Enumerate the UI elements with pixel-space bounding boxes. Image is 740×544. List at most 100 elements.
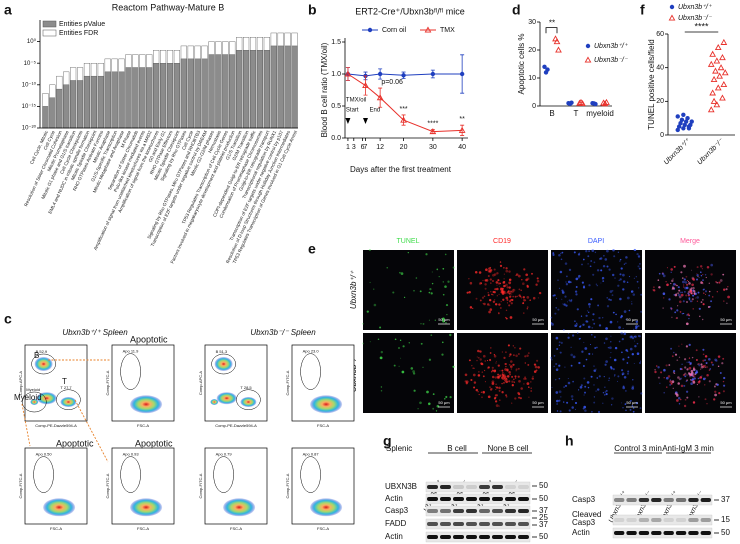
cell-signal [508, 300, 512, 303]
cell-signal [632, 293, 636, 296]
cell-signal [668, 298, 671, 301]
cell-signal [476, 359, 478, 362]
cell-signal [632, 379, 634, 381]
gate [31, 353, 56, 375]
cell-signal [582, 286, 586, 289]
error-bar [378, 87, 383, 108]
cell-signal [680, 271, 683, 274]
marker-label: 25 [539, 513, 548, 522]
cell-signal [496, 295, 498, 297]
cell-signal [431, 271, 433, 273]
cell-signal [503, 284, 507, 288]
cell-signal [420, 323, 422, 325]
cell-signal [495, 383, 497, 385]
cell-signal [677, 293, 681, 297]
cell-signal [690, 287, 693, 289]
y-axis-label: Apoptotic cells % [517, 34, 526, 95]
micrograph [551, 250, 642, 330]
band [688, 518, 699, 522]
cell-signal [505, 309, 508, 312]
cell-signal [524, 378, 527, 380]
band [453, 509, 464, 513]
cell-signal [518, 353, 520, 355]
cell-signal [609, 290, 613, 293]
cell-signal [612, 311, 615, 314]
y-tick-label: 10⁻²⁰ [22, 125, 37, 132]
annotation: **** [694, 21, 709, 31]
cell-signal [452, 266, 455, 269]
cell-signal [685, 286, 689, 290]
row-label: Actin [572, 528, 590, 537]
gate-label: Apo 23.0 [303, 349, 320, 354]
cell-signal [602, 278, 604, 280]
data-point [714, 84, 722, 91]
cell-signal [690, 379, 692, 381]
cell-signal [697, 275, 699, 277]
cell-signal [568, 268, 572, 272]
cell-signal [617, 375, 620, 378]
cell-signal [658, 272, 661, 275]
row-label: Actin [385, 532, 403, 541]
bar [222, 54, 229, 129]
cell-signal [686, 368, 689, 371]
cell-signal [683, 404, 687, 408]
x-tick-label: 7 [364, 144, 368, 151]
cell-density [214, 357, 233, 371]
gate-label: T 27.7 [60, 385, 72, 390]
cell-signal [585, 314, 588, 317]
cell-signal [633, 362, 635, 365]
cell-signal [567, 377, 569, 380]
cell-signal [434, 319, 436, 321]
row-label: UBXN3B [385, 482, 417, 491]
cell-signal [637, 325, 640, 327]
cell-signal [618, 340, 621, 343]
cell-signal [571, 334, 575, 337]
cell-signal [684, 372, 687, 375]
cell-signal [717, 365, 720, 368]
cell-signal [604, 258, 608, 261]
gate [211, 353, 236, 375]
arrow [345, 118, 351, 124]
cell-signal [603, 394, 606, 396]
cell-signal [524, 299, 527, 302]
cell-signal [672, 282, 676, 286]
cell-signal [522, 302, 525, 304]
cell-signal [515, 370, 517, 372]
cell-signal [517, 274, 521, 278]
cell-signal [580, 384, 583, 387]
cell-signal [602, 392, 605, 394]
cell-signal [678, 289, 681, 292]
micrograph [551, 333, 642, 413]
gate [213, 456, 234, 493]
cell-signal [570, 299, 573, 301]
cell-signal [625, 262, 627, 264]
cell-signal [505, 296, 509, 300]
cell-signal [492, 280, 494, 282]
cell-signal [681, 277, 684, 279]
cell-signal [611, 273, 615, 277]
group-label: Control 3 min [614, 444, 662, 453]
cell-density [310, 395, 343, 414]
cell-signal [604, 386, 606, 388]
y-tick-label: 0 [660, 132, 664, 139]
cell-signal [602, 317, 604, 319]
cell-signal [581, 350, 584, 353]
x-axis-label: FSC-A [317, 526, 329, 531]
cell-signal [428, 319, 430, 321]
cell-signal [698, 364, 701, 367]
cell-signal [509, 373, 512, 376]
cell-signal [585, 320, 588, 323]
cell-signal [504, 368, 507, 371]
cell-density [130, 498, 163, 517]
cell-signal [573, 251, 576, 254]
cell-signal [566, 275, 568, 278]
cell-signal [611, 397, 614, 400]
cell-signal [700, 363, 703, 366]
cell-signal [717, 355, 721, 358]
scale-label: 50 μm [626, 317, 638, 322]
cell-signal [523, 298, 526, 302]
cell-signal [519, 295, 522, 298]
marker-label: 50 [539, 481, 548, 490]
cell-signal [637, 335, 640, 337]
row-label: Ubxn3b⁺/⁺ [349, 270, 358, 309]
